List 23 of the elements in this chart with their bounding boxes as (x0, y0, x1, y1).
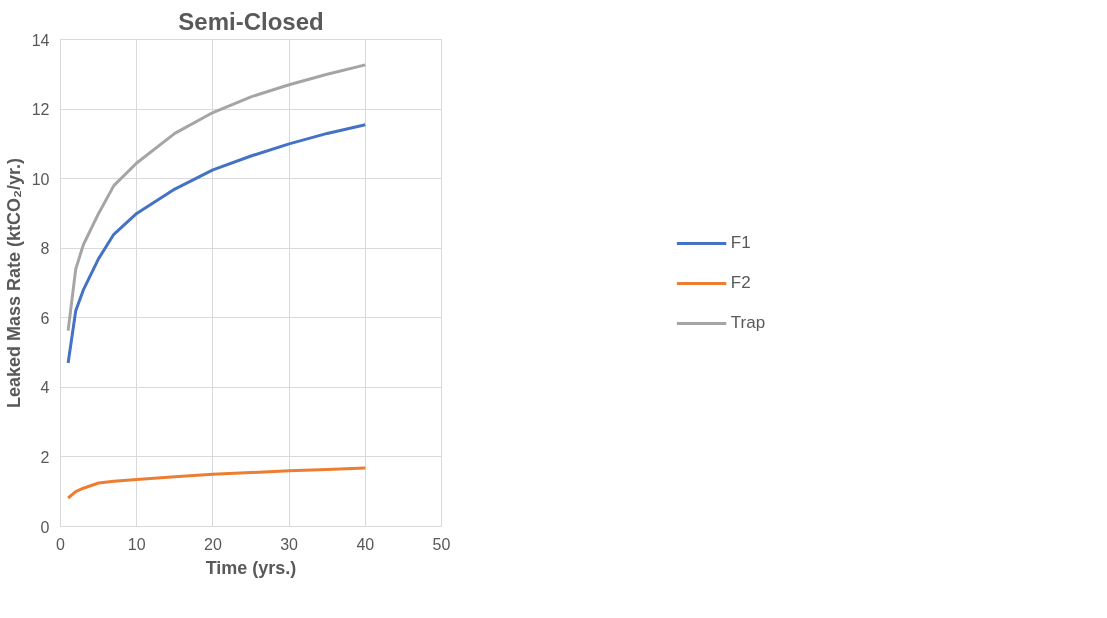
legend-label: F2 (730, 272, 751, 293)
x-tick-label: 20 (204, 535, 222, 553)
y-axis-title: Leaked Mass Rate (ktCO₂/yr.) (3, 157, 24, 409)
x-tick-label: 40 (356, 535, 375, 553)
y-tick-label: 2 (40, 448, 50, 466)
legend-label: Trap (730, 312, 766, 333)
x-tick-label: 10 (127, 535, 146, 553)
y-tick-label: 10 (31, 170, 50, 188)
y-tick-label: 0 (40, 518, 50, 536)
line-series (66, 63, 367, 333)
x-tick-label: 30 (280, 535, 299, 553)
y-tick-label: 8 (40, 240, 50, 258)
line-series (66, 123, 367, 365)
y-tick-label: 6 (40, 309, 50, 327)
y-tick-label: 4 (40, 379, 50, 397)
legend-label: F1 (730, 232, 751, 253)
chart-title: Semi-Closed (178, 7, 324, 35)
x-axis-title: Time (yrs.) (205, 557, 297, 578)
line-series (66, 466, 367, 500)
x-tick-label: 50 (432, 535, 451, 553)
y-tick-label: 12 (31, 101, 50, 119)
x-tick-label: 0 (56, 535, 66, 553)
y-tick-label: 14 (31, 31, 50, 49)
